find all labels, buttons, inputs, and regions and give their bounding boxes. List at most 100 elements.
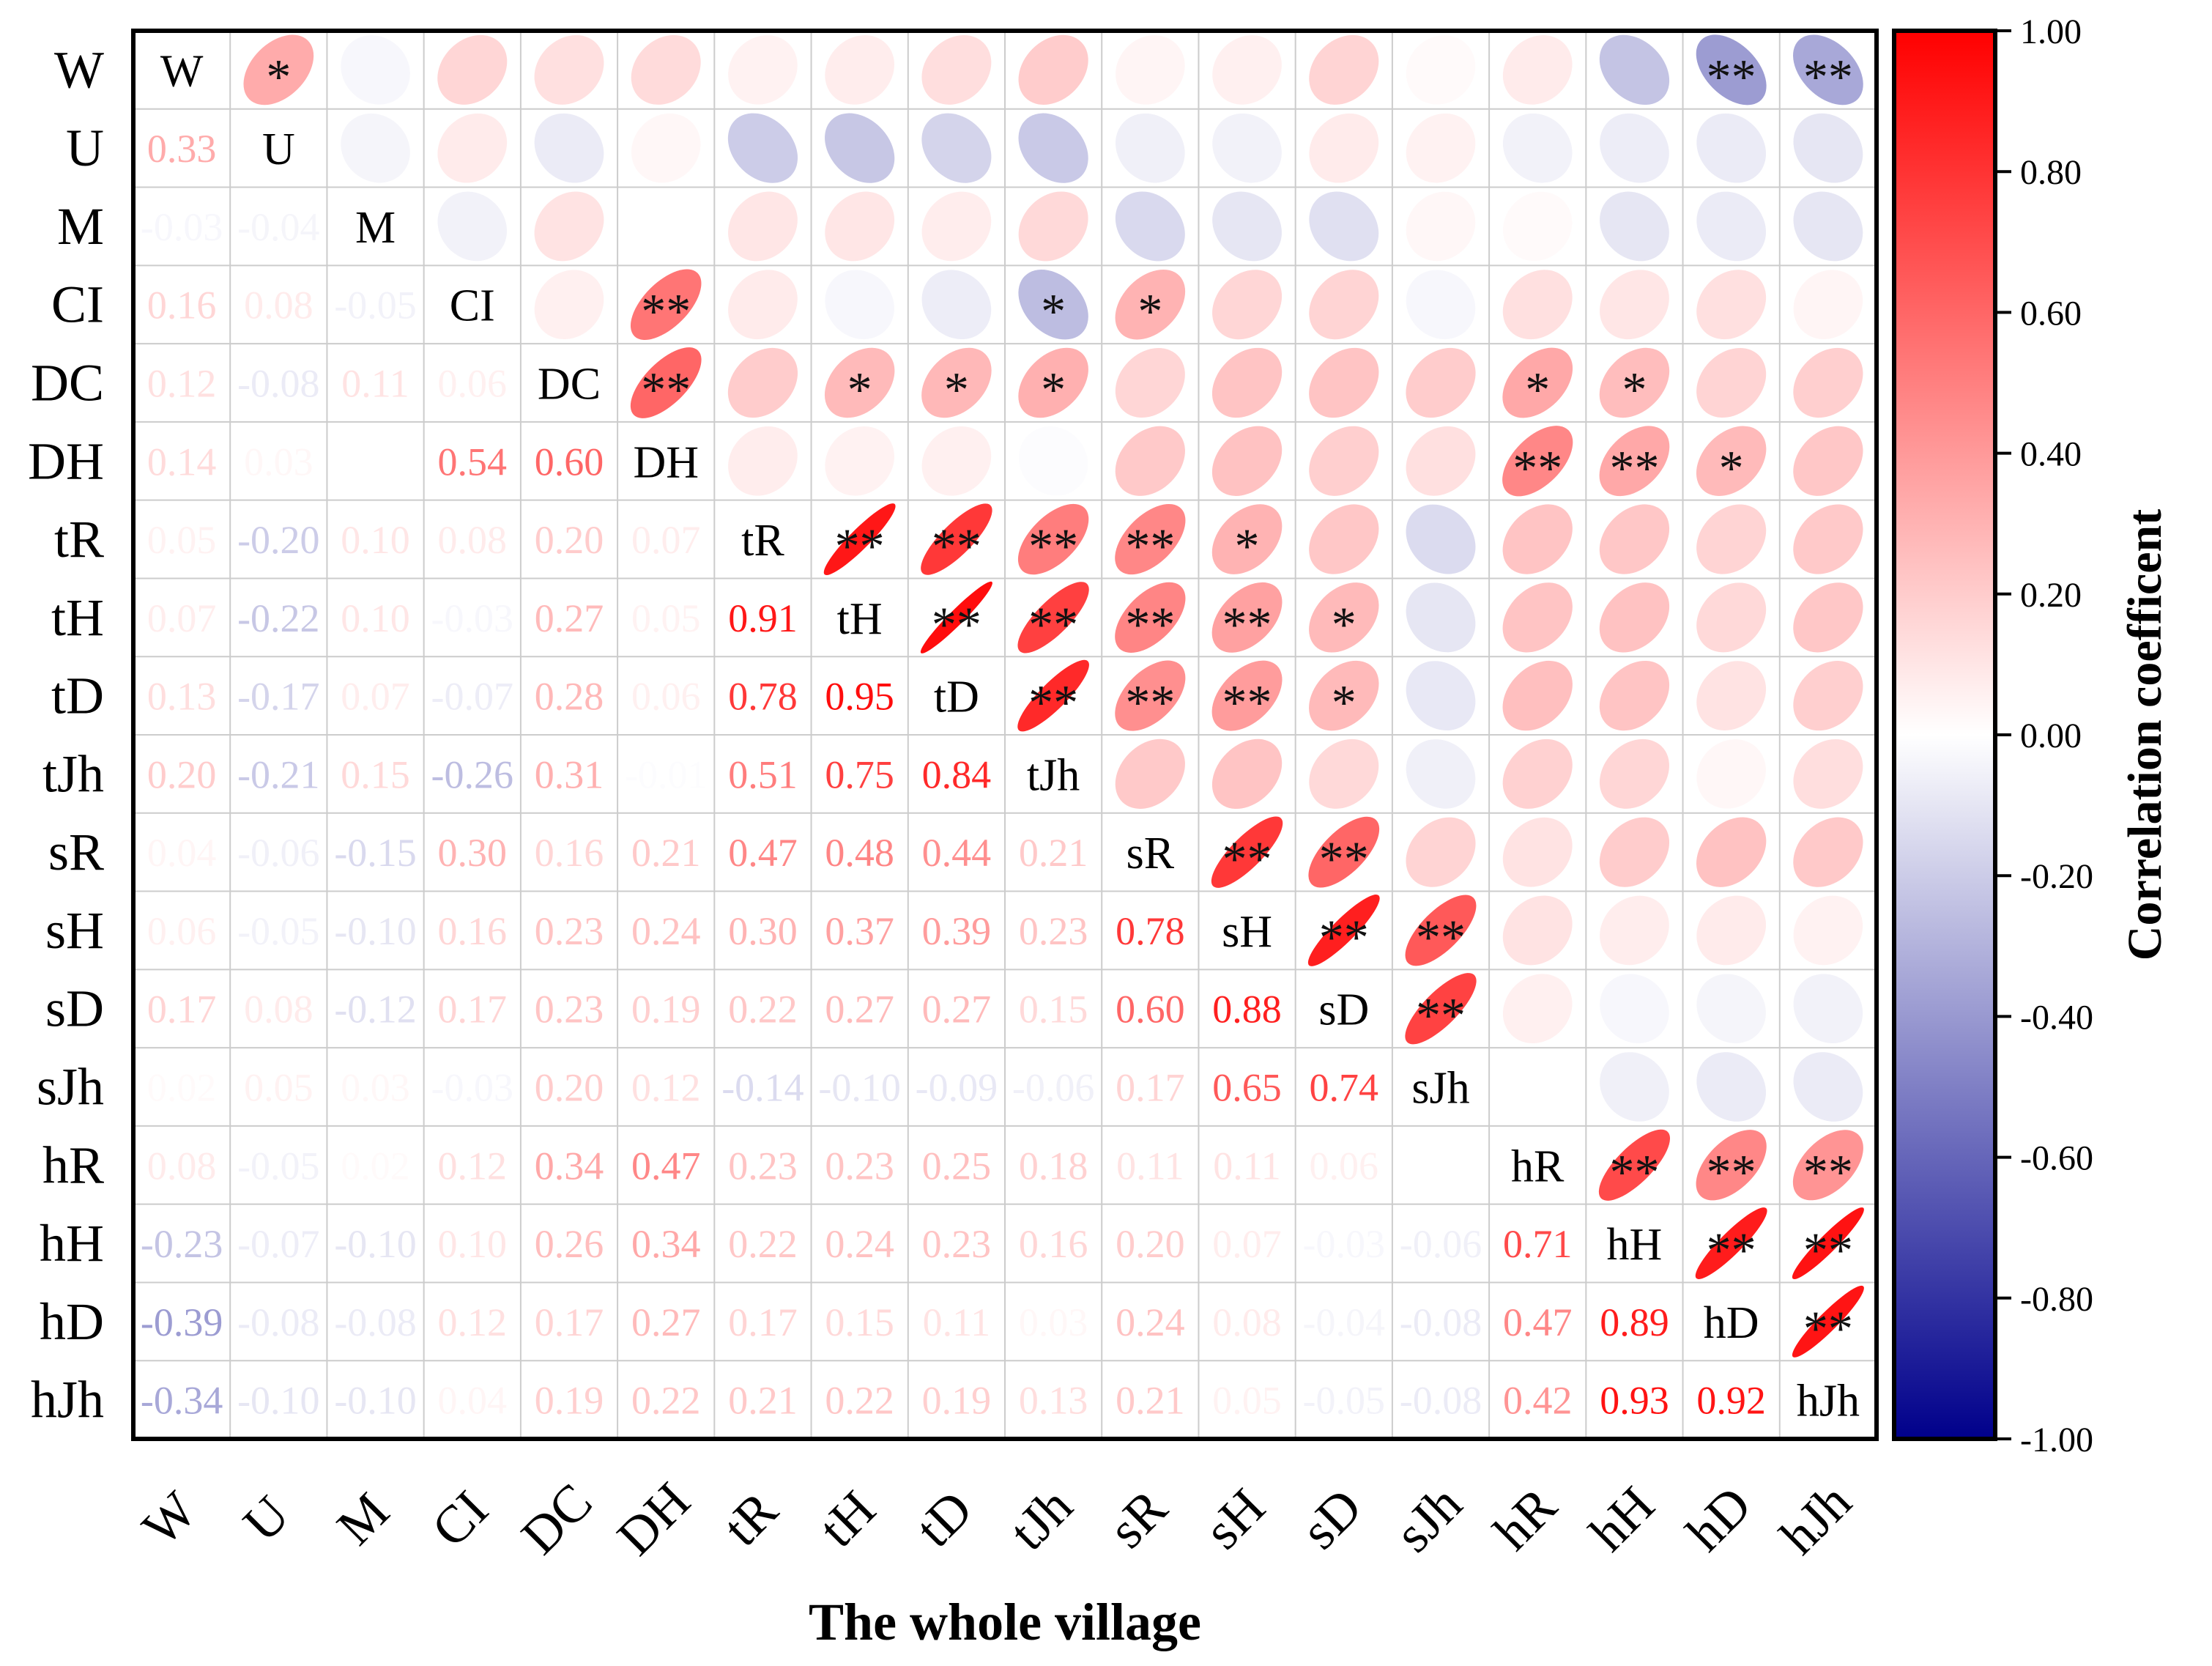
corr-ellipse-tH-tJh <box>1017 582 1089 654</box>
corr-value-hD-tR: 0.17 <box>728 1300 798 1344</box>
corr-ellipse-sR-hD <box>1696 817 1767 887</box>
corr-ellipse-U-tJh <box>1018 113 1088 183</box>
sig-mark-tH-tJh: ** <box>1028 596 1078 652</box>
corr-ellipse-CI-hH <box>1600 270 1669 340</box>
corr-ellipse-U-DC <box>534 113 604 183</box>
corr-ellipse-tD-sJh <box>1406 661 1476 730</box>
diag-label-W: W <box>160 46 204 96</box>
corr-ellipse-tR-hD <box>1696 504 1767 574</box>
diag-label-hJh: hJh <box>1797 1377 1860 1426</box>
corr-ellipse-M-tH <box>825 191 895 262</box>
corr-value-hD-hH: 0.89 <box>1600 1300 1669 1344</box>
corr-ellipse-sH-hR <box>1502 895 1573 966</box>
corr-value-hR-sD: 0.06 <box>1310 1144 1379 1188</box>
x-tick-label-hH: hH <box>1578 1476 1666 1563</box>
sig-mark-hD-hJh: ** <box>1803 1300 1853 1356</box>
corr-ellipse-DH-sD <box>1309 426 1379 496</box>
corr-ellipse-M-hJh <box>1793 191 1863 262</box>
colorbar-tick-label: -0.40 <box>2020 998 2093 1037</box>
corr-value-hJh-tH: 0.22 <box>825 1379 894 1423</box>
corr-ellipse-W-sR <box>1116 35 1185 105</box>
corr-value-hH-DC: 0.26 <box>535 1222 604 1266</box>
corr-value-sJh-W: 0.02 <box>147 1066 217 1110</box>
corr-ellipse-sJh-hR <box>1503 1052 1573 1122</box>
colorbar-tick-label: 1.00 <box>2020 12 2082 51</box>
corr-value-sR-tJh: 0.21 <box>1019 831 1088 875</box>
corr-ellipse-M-sD <box>1309 191 1379 262</box>
sig-mark-tD-tJh: ** <box>1028 675 1078 730</box>
corr-value-sR-CI: 0.30 <box>438 831 508 875</box>
corr-ellipse-U-tH <box>825 113 895 183</box>
corr-value-hJh-tJh: 0.13 <box>1019 1379 1088 1423</box>
corr-value-tH-DH: 0.05 <box>631 596 701 640</box>
corr-ellipse-M-hD <box>1696 191 1767 262</box>
matrix-grid <box>133 31 1877 1439</box>
corr-value-hR-U: -0.05 <box>237 1144 319 1188</box>
corr-value-sH-tR: 0.30 <box>728 909 798 953</box>
corr-ellipse-DH-tH <box>825 426 894 496</box>
sig-mark-sH-sJh: ** <box>1416 909 1466 965</box>
sig-mark-DC-hH: * <box>1622 362 1647 418</box>
corr-value-hD-tD: 0.11 <box>923 1300 991 1344</box>
corr-value-hR-sR: 0.11 <box>1116 1144 1184 1188</box>
corr-value-tJh-tD: 0.84 <box>922 752 992 796</box>
sig-mark-tR-tH: ** <box>835 518 885 574</box>
corr-ellipse-DH-tJh <box>1018 426 1088 496</box>
corr-value-hJh-CI: 0.04 <box>438 1379 508 1423</box>
corr-value-tR-U: -0.20 <box>237 518 319 562</box>
corr-ellipse-tJh-hD <box>1696 739 1766 809</box>
corr-ellipse-W-M <box>341 35 410 105</box>
x-tick-label-sJh: sJh <box>1384 1474 1473 1563</box>
corr-ellipse-tR-tJh <box>1017 503 1089 575</box>
corr-ellipse-sH-hD <box>1696 895 1767 966</box>
corr-ellipse-U-hH <box>1600 113 1669 183</box>
sig-mark-sH-sD: ** <box>1319 909 1369 965</box>
y-tick-label-M: M <box>57 197 104 256</box>
y-tick-label-tJh: tJh <box>42 744 104 803</box>
corr-ellipse-CI-sJh <box>1406 270 1476 339</box>
corr-value-M-U: -0.04 <box>237 205 319 249</box>
corr-value-sD-tR: 0.22 <box>728 988 798 1032</box>
corr-value-hD-sH: 0.08 <box>1212 1300 1282 1344</box>
x-tick-label-DH: DH <box>606 1471 701 1566</box>
diag-label-sD: sD <box>1318 985 1369 1035</box>
corr-value-sJh-sH: 0.65 <box>1212 1066 1282 1110</box>
corr-ellipse-sH-hJh <box>1793 895 1863 966</box>
colorbar-tick-label: -0.20 <box>2020 857 2093 896</box>
corr-value-sJh-tJh: -0.06 <box>1012 1066 1094 1110</box>
sig-mark-hR-hJh: ** <box>1803 1144 1853 1199</box>
corr-ellipse-M-sR <box>1115 191 1185 262</box>
corr-value-hH-DH: 0.34 <box>631 1222 701 1266</box>
corr-value-hH-sR: 0.20 <box>1116 1222 1185 1266</box>
corr-ellipse-M-tJh <box>1018 191 1088 262</box>
x-tick-label-tR: tR <box>712 1481 789 1558</box>
corr-ellipse-tR-sJh <box>1406 504 1476 574</box>
corr-ellipse-U-tD <box>921 113 992 183</box>
corr-ellipse-tJh-hH <box>1599 738 1669 809</box>
corr-ellipse-hD-hJh <box>1792 1285 1864 1358</box>
corr-ellipse-DC-tR <box>727 347 798 418</box>
corr-value-tD-W: 0.13 <box>147 675 217 719</box>
corr-ellipse-CI-hD <box>1696 270 1767 340</box>
corr-ellipse-DC-DH <box>630 347 702 418</box>
x-tick-label-M: M <box>326 1481 401 1556</box>
corr-ellipse-DC-hD <box>1696 347 1767 418</box>
sig-mark-DH-hH: ** <box>1609 440 1659 495</box>
corr-value-tJh-tR: 0.51 <box>728 752 798 796</box>
corr-ellipse-tJh-hR <box>1502 738 1573 809</box>
y-tick-label-DC: DC <box>31 354 104 412</box>
colorbar-tick-label: 0.40 <box>2020 435 2082 474</box>
corr-value-hH-tJh: 0.16 <box>1019 1222 1088 1266</box>
x-tick-label-tD: tD <box>905 1479 983 1558</box>
y-tick-label-DH: DH <box>28 432 104 490</box>
corr-ellipse-M-tR <box>728 191 798 262</box>
corr-ellipse-tH-sH <box>1211 582 1283 653</box>
sig-mark-sD-sJh: ** <box>1416 988 1466 1043</box>
y-tick-label-hJh: hJh <box>31 1371 104 1429</box>
corr-value-sR-tH: 0.48 <box>825 831 894 875</box>
corr-value-sD-W: 0.17 <box>147 988 217 1032</box>
corr-ellipse-tR-tH <box>823 503 896 576</box>
corr-value-sH-U: -0.05 <box>237 909 319 953</box>
sig-mark-hH-hJh: ** <box>1803 1222 1853 1278</box>
